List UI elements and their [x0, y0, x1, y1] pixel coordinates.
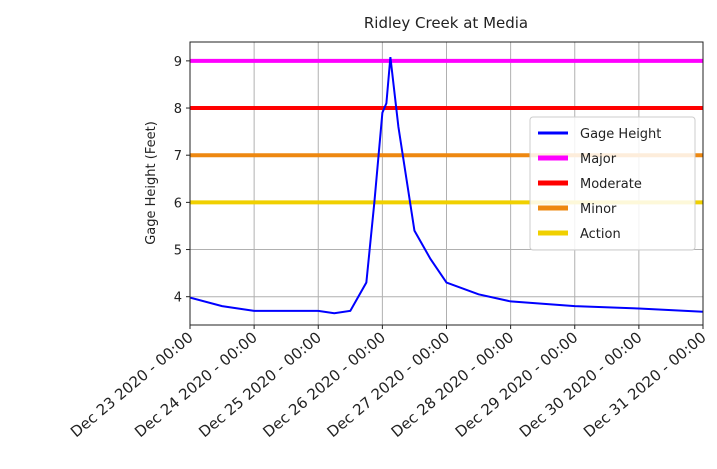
x-tick-label: Dec 24 2020 - 00:00 — [131, 328, 261, 441]
legend-label: Minor — [580, 202, 617, 217]
plot-frame — [189, 41, 704, 326]
legend-label: Major — [580, 152, 617, 167]
chart-title: Ridley Creek at Media — [364, 14, 528, 32]
legend-box — [529, 116, 696, 251]
y-tick-label: 8 — [174, 102, 182, 117]
data-line — [190, 56, 703, 315]
y-tick-label: 4 — [174, 291, 182, 306]
x-tick-label: Dec 26 2020 - 00:00 — [259, 328, 389, 441]
y-tick-label: 6 — [174, 196, 182, 211]
x-tick-label: Dec 31 2020 - 00:00 — [580, 328, 710, 441]
x-tick-label: Dec 27 2020 - 00:00 — [324, 328, 454, 441]
x-tick-label: Dec 28 2020 - 00:00 — [388, 328, 518, 441]
x-tick-label: Dec 29 2020 - 00:00 — [452, 328, 582, 441]
x-tick-label: Dec 25 2020 - 00:00 — [195, 328, 325, 441]
y-tick-label: 7 — [174, 149, 182, 164]
y-tick-label: 5 — [174, 244, 182, 259]
x-tick-label: Dec 23 2020 - 00:00 — [67, 328, 197, 441]
legend-label: Action — [580, 227, 621, 242]
legend-label: Moderate — [580, 177, 642, 192]
legend-label: Gage Height — [580, 127, 661, 142]
y-axis-label: Gage Height (Feet) — [144, 121, 159, 245]
x-tick-label: Dec 30 2020 - 00:00 — [516, 328, 646, 441]
y-tick-label: 9 — [174, 55, 182, 70]
